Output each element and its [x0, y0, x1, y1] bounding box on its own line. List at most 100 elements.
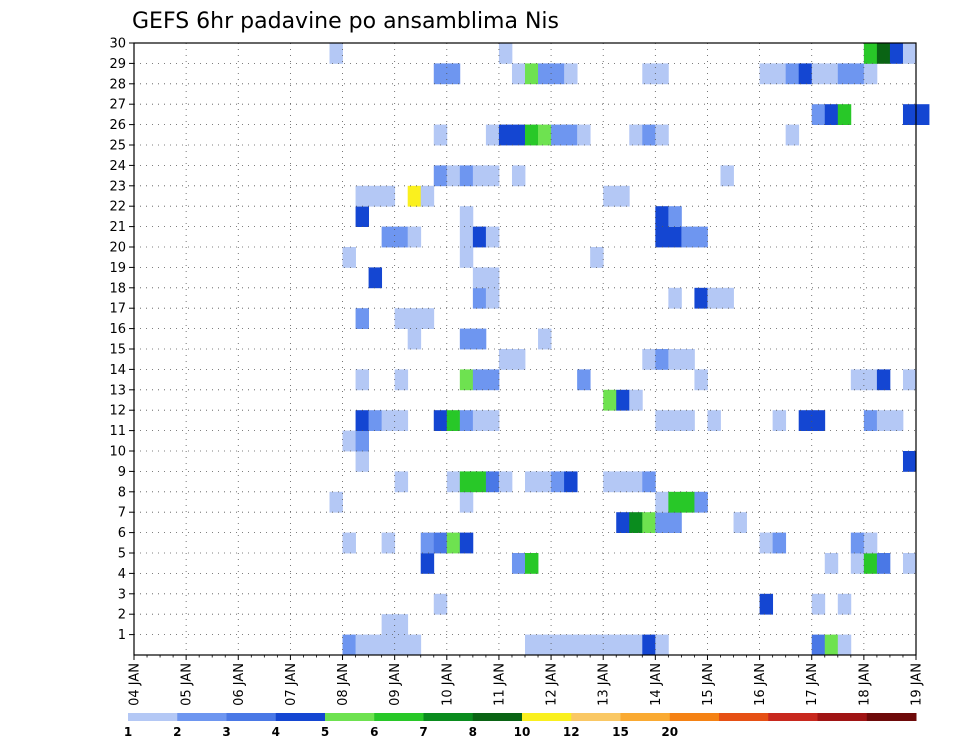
colorbar-swatch	[423, 713, 474, 721]
precip-cell	[681, 410, 695, 431]
precip-cell	[629, 389, 643, 411]
precip-cell	[694, 491, 708, 513]
precip-cell	[694, 287, 708, 309]
precip-cell	[342, 430, 356, 452]
precip-cell	[577, 124, 591, 146]
x-tick-label: 12 JAN	[545, 663, 560, 706]
colorbar-swatch	[325, 713, 375, 721]
y-tick-label: 27	[109, 98, 126, 113]
precip-cell	[876, 410, 891, 431]
colorbar-label: 4	[272, 725, 280, 739]
precip-cell	[616, 471, 630, 493]
precip-cell	[629, 471, 643, 493]
colorbar-swatch	[226, 713, 277, 721]
precip-cell	[642, 512, 656, 533]
precip-cell	[472, 328, 487, 350]
precip-cell	[863, 43, 878, 64]
y-tick-label: 16	[109, 322, 126, 337]
colorbar-swatch	[817, 713, 868, 721]
precip-cell	[902, 369, 917, 391]
precip-cell	[707, 287, 721, 309]
x-tick-label: 06 JAN	[232, 663, 247, 706]
colorbar-swatch	[571, 713, 621, 721]
colorbar-swatch	[177, 713, 227, 721]
precip-cell	[642, 349, 656, 370]
y-tick-label: 15	[109, 343, 126, 358]
precip-cell	[564, 471, 578, 493]
precip-cell	[498, 471, 513, 493]
y-tick-label: 30	[109, 37, 126, 52]
precip-cell	[407, 634, 422, 656]
y-tick-label: 21	[109, 220, 126, 235]
precip-cell	[459, 491, 474, 513]
precip-cell	[577, 634, 591, 656]
precip-cell	[394, 410, 409, 431]
precip-cell	[564, 124, 578, 146]
precip-cell	[863, 410, 878, 431]
y-tick-label: 8	[118, 485, 126, 500]
precip-cell	[720, 165, 734, 187]
precip-cell	[863, 63, 878, 85]
precip-cell	[538, 471, 552, 493]
precip-cell	[551, 63, 565, 85]
colorbar-label: 12	[563, 725, 580, 739]
precip-cell	[616, 389, 630, 411]
precip-cell	[472, 471, 487, 493]
precip-cell	[655, 206, 669, 227]
precip-cell	[837, 63, 852, 85]
precip-cell	[407, 185, 422, 207]
colorbar-swatch	[620, 713, 671, 721]
precip-cell	[511, 63, 526, 85]
precip-cell	[407, 328, 422, 350]
precip-cell	[916, 104, 930, 125]
x-tick-label: 07 JAN	[284, 663, 299, 706]
precip-cell	[485, 267, 500, 289]
y-tick-label: 1	[118, 628, 126, 643]
precip-cell	[381, 634, 396, 656]
precip-cell	[603, 471, 617, 493]
colorbar-swatch	[128, 713, 178, 721]
precip-cell	[485, 287, 500, 309]
precip-cell	[720, 287, 734, 309]
colorbar-label: 1	[124, 725, 132, 739]
y-tick-label: 20	[109, 241, 126, 256]
precip-cell	[538, 63, 552, 85]
x-tick-label: 08 JAN	[336, 663, 351, 706]
precip-cell	[772, 63, 787, 85]
precip-cell	[681, 349, 695, 370]
y-tick-label: 23	[109, 179, 126, 194]
precip-cell	[459, 226, 474, 248]
precip-cell	[420, 553, 435, 574]
x-axis-ticks: 04 JAN 05 JAN 06 JAN 07 JAN 08 JAN 09 JAN 10 J…	[128, 655, 925, 706]
precip-cell	[876, 43, 891, 64]
colorbar-label: 6	[370, 725, 378, 739]
precip-cell	[355, 308, 369, 329]
y-tick-label: 25	[109, 139, 126, 154]
colorbar-swatch	[522, 713, 572, 721]
precip-cell	[394, 471, 409, 493]
precip-cell	[759, 532, 774, 554]
precip-cell	[472, 410, 487, 431]
precip-cell	[655, 491, 669, 513]
precip-cell	[811, 410, 826, 431]
precip-cell	[381, 614, 396, 635]
y-axis-ticks: 1234567891011121314151617181920212223242…	[109, 37, 134, 643]
precip-cell	[551, 471, 565, 493]
precip-cell	[407, 308, 422, 329]
precip-cell	[837, 634, 852, 656]
y-tick-label: 3	[118, 587, 126, 602]
precip-cell	[355, 451, 369, 472]
precip-cell	[368, 634, 383, 656]
precip-cell	[824, 104, 839, 125]
precip-cell	[902, 104, 917, 125]
precip-cell	[368, 410, 383, 431]
y-tick-label: 4	[118, 567, 126, 582]
x-tick-label: 14 JAN	[649, 663, 664, 706]
precip-cell	[629, 634, 643, 656]
precip-cell	[902, 451, 917, 472]
precip-cell	[511, 124, 526, 146]
precip-cell	[433, 63, 448, 85]
y-tick-label: 17	[109, 302, 126, 317]
precip-cell	[811, 634, 826, 656]
precip-cell	[876, 553, 891, 574]
